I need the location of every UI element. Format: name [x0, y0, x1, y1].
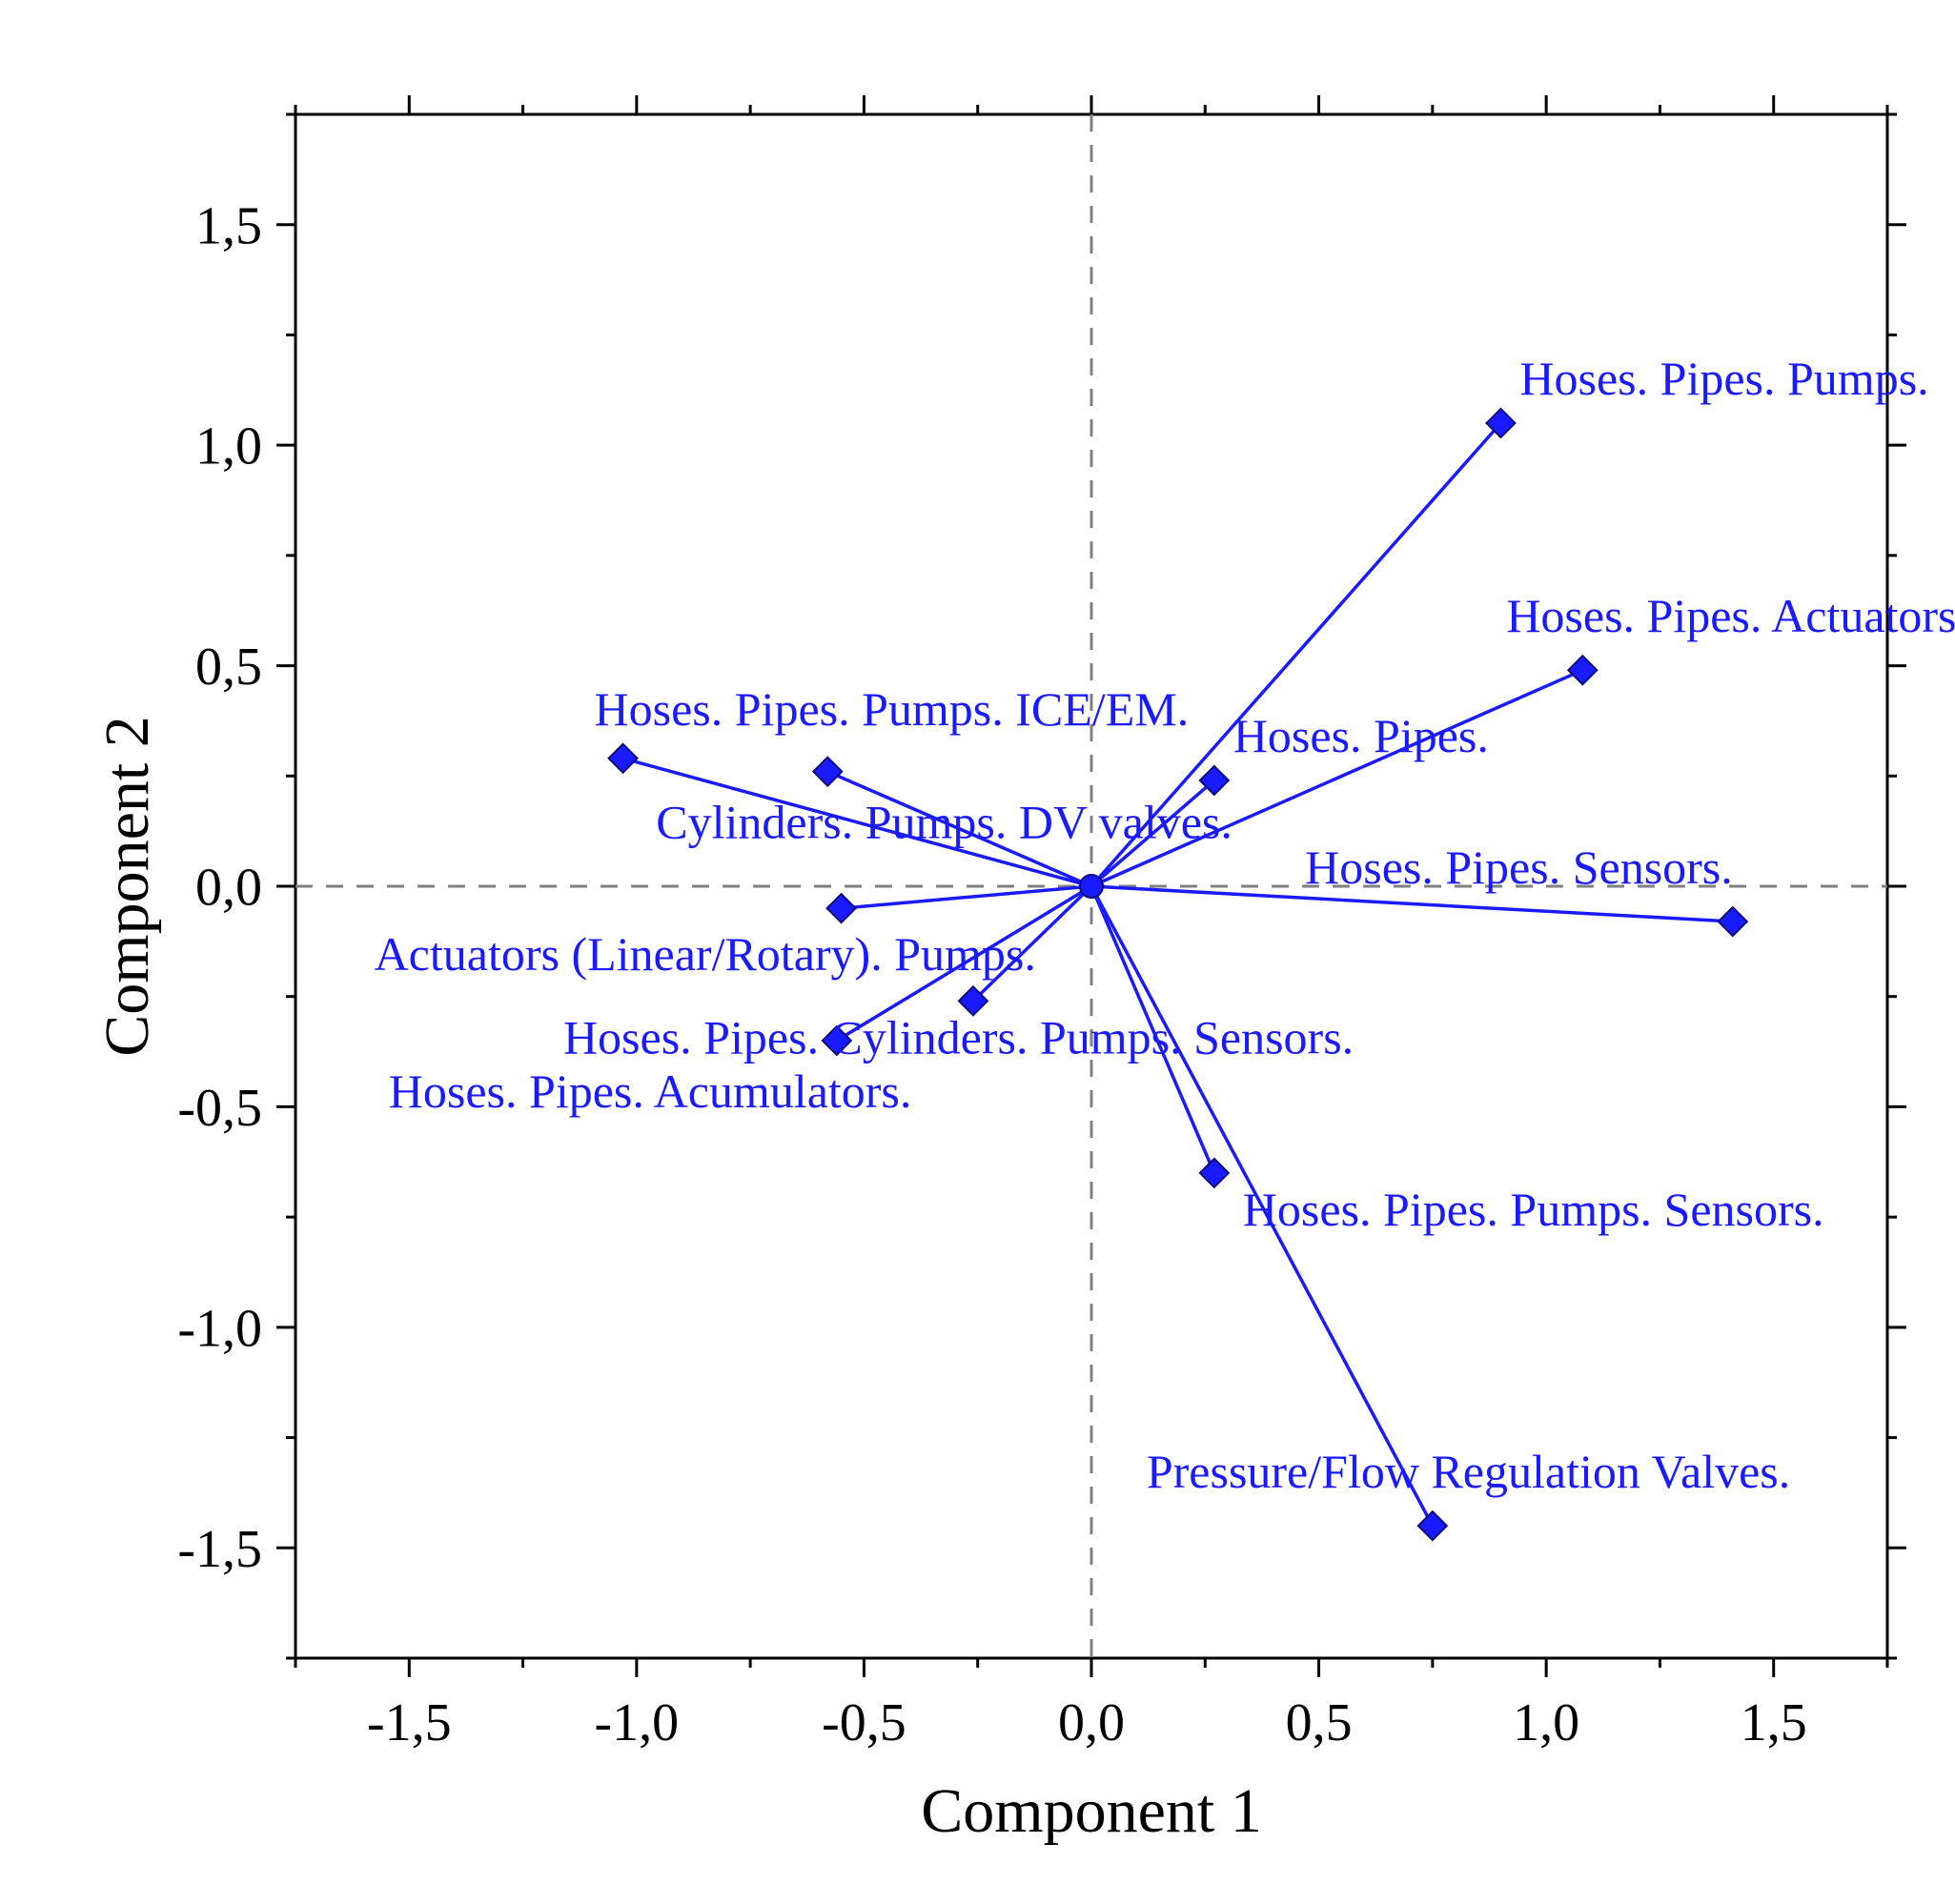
y-tick-label: 1,5: [195, 196, 262, 255]
label-hoses-pipes-sensors: Hoses. Pipes. Sensors.: [1305, 841, 1733, 894]
x-tick-label: 1,5: [1741, 1693, 1807, 1752]
label-actuators-linear-rotary-pumps: Actuators (Linear/Rotary). Pumps.: [375, 927, 1036, 981]
label-hoses-pipes-pumps-ice-em: Hoses. Pipes. Pumps. ICE/EM.: [595, 682, 1190, 736]
pca-biplot-chart: -1,5 -1,0 -0,5 0,0 0,5 1,0 1,5 -1,5 -1,0 -0,5 0,0 0…: [0, 0, 1955, 1904]
chart-container: -1,5 -1,0 -0,5 0,0 0,5 1,0 1,5 -1,5 -1,0 -0,5 0,0 0…: [0, 0, 1955, 1904]
x-tick-label: -0,5: [822, 1693, 906, 1752]
y-tick-label: 1,0: [195, 417, 262, 476]
x-tick-label: -1,5: [367, 1693, 452, 1752]
y-tick-label: -1,0: [177, 1299, 262, 1358]
y-tick-label: 0,5: [195, 638, 262, 697]
y-tick-label: 0,0: [195, 859, 262, 918]
label-hoses-pipes: Hoses. Pipes.: [1233, 709, 1489, 762]
label-cylinders-pumps-dv-valves: Cylinders. Pumps. DV valves.: [656, 796, 1232, 849]
label-hoses-pipes-pumps: Hoses. Pipes. Pumps.: [1519, 352, 1928, 405]
x-tick-label: -1,0: [595, 1693, 680, 1752]
y-tick-label: -0,5: [177, 1079, 262, 1138]
origin-marker: [1080, 875, 1103, 898]
x-tick-label: 1,0: [1513, 1693, 1579, 1752]
label-hoses-pipes-cylinders-pumps-sensors: Hoses. Pipes. Cylinders. Pumps. Sensors.: [563, 1010, 1354, 1063]
y-tick-label: -1,5: [177, 1520, 262, 1579]
label-hoses-pipes-accumulators: Hoses. Pipes. Acumulators.: [389, 1064, 912, 1118]
label-hoses-pipes-actuators: Hoses. Pipes. Actuators.: [1506, 589, 1955, 642]
x-tick-label: 0,0: [1058, 1693, 1125, 1752]
y-axis-title: Component 2: [92, 716, 162, 1057]
label-hoses-pipes-pumps-sensors: Hoses. Pipes. Pumps. Sensors.: [1243, 1183, 1824, 1236]
label-pressure-flow-regulation-valves: Pressure/Flow Regulation Valves.: [1147, 1445, 1790, 1498]
x-tick-label: 0,5: [1286, 1693, 1353, 1752]
x-axis-title: Component 1: [921, 1776, 1262, 1846]
